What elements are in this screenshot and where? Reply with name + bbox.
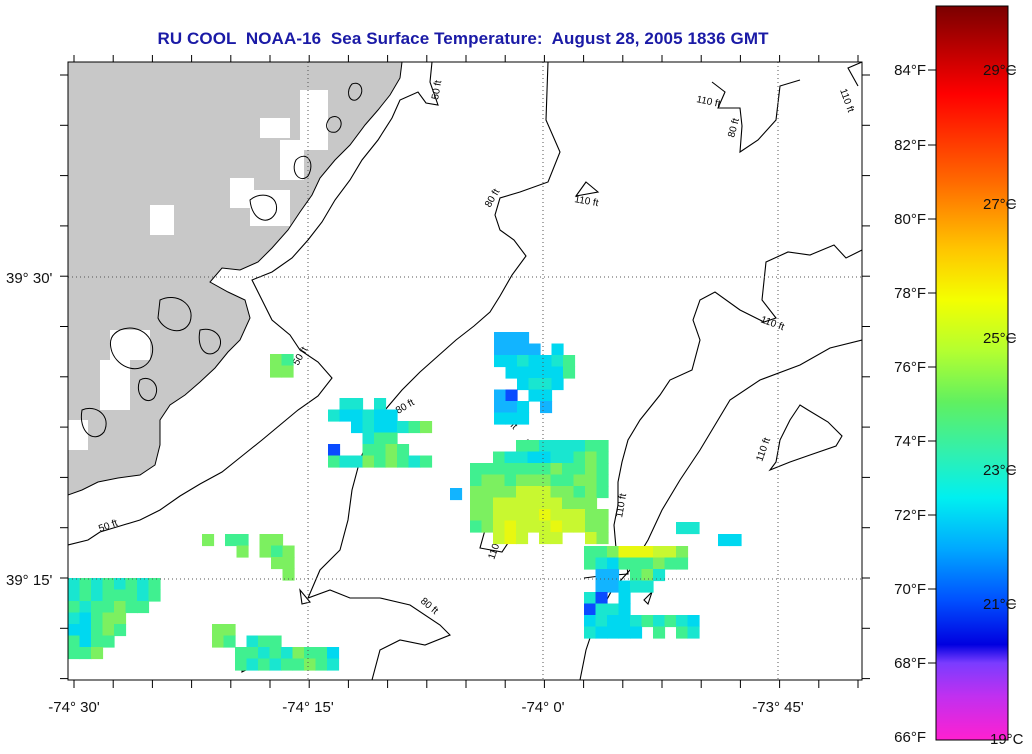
sst-cluster-core	[470, 440, 609, 545]
lat-label-1: 39° 30'	[6, 270, 53, 287]
axis-ticks	[60, 55, 870, 688]
sst-pixel-east-b	[718, 534, 742, 547]
sst-pixels	[68, 332, 742, 671]
cb-c-27: 27°C	[983, 196, 1017, 213]
colorbar	[935, 5, 1009, 741]
colorbar-ticks	[928, 69, 1016, 664]
contour-label-50ft-a: 50 ft	[430, 79, 444, 100]
contour-label-110ft-f: 110 ft	[614, 492, 629, 518]
sst-cluster-south	[584, 546, 700, 639]
contour-label-110ft-c: 110 ft	[573, 194, 599, 209]
lon-label-3: -74° 0'	[521, 699, 564, 716]
contour-label-110ft-a: 110 ft	[695, 94, 721, 110]
cb-f-66: 66°F	[894, 729, 926, 746]
depth-contours	[68, 62, 862, 680]
cb-f-68: 68°F	[894, 655, 926, 672]
land-new-jersey	[68, 62, 403, 496]
colorbar-f-labels: 84°F 82°F 80°F 78°F 76°F 74°F 72°F 70°F …	[894, 62, 926, 746]
cb-c-23: 23°C	[983, 462, 1017, 479]
sst-cluster-west	[328, 398, 433, 468]
map-title: RU COOL NOAA-16 Sea Surface Temperature:…	[157, 29, 769, 48]
cb-c-29: 29°C	[983, 62, 1017, 79]
sst-cluster-bottom	[212, 624, 340, 671]
coastal-gaps	[68, 90, 328, 450]
cb-c-25: 25°C	[983, 330, 1017, 347]
sst-pixel-east-a	[676, 522, 700, 535]
lat-label-2: 39° 15'	[6, 572, 53, 589]
cb-f-74: 74°F	[894, 433, 926, 450]
cb-f-80: 80°F	[894, 211, 926, 228]
cb-f-78: 78°F	[894, 285, 926, 302]
sst-cluster-southwest	[68, 578, 161, 660]
cb-f-84: 84°F	[894, 62, 926, 79]
cb-c-21: 21°C	[983, 596, 1017, 613]
colorbar-c-labels: 29°C 27°C 25°C 23°C 21°C 19°C	[983, 62, 1024, 748]
graticule	[68, 62, 862, 680]
sst-cluster-north	[494, 332, 576, 425]
sst-pixel-lone	[450, 488, 463, 501]
cb-f-76: 76°F	[894, 359, 926, 376]
cb-c-19: 19°C	[990, 731, 1024, 748]
cb-f-72: 72°F	[894, 507, 926, 524]
contour-label-80ft-d: 80 ft	[726, 117, 742, 139]
lon-label-2: -74° 15'	[282, 699, 334, 716]
map-frame	[67, 61, 863, 681]
sst-cluster-mid	[202, 534, 295, 581]
coastline-details	[80, 82, 363, 438]
lon-label-4: -73° 45'	[752, 699, 804, 716]
cb-f-82: 82°F	[894, 137, 926, 154]
lon-label-1: -74° 30'	[48, 699, 100, 716]
cb-f-70: 70°F	[894, 581, 926, 598]
sst-cluster-small	[270, 354, 294, 378]
